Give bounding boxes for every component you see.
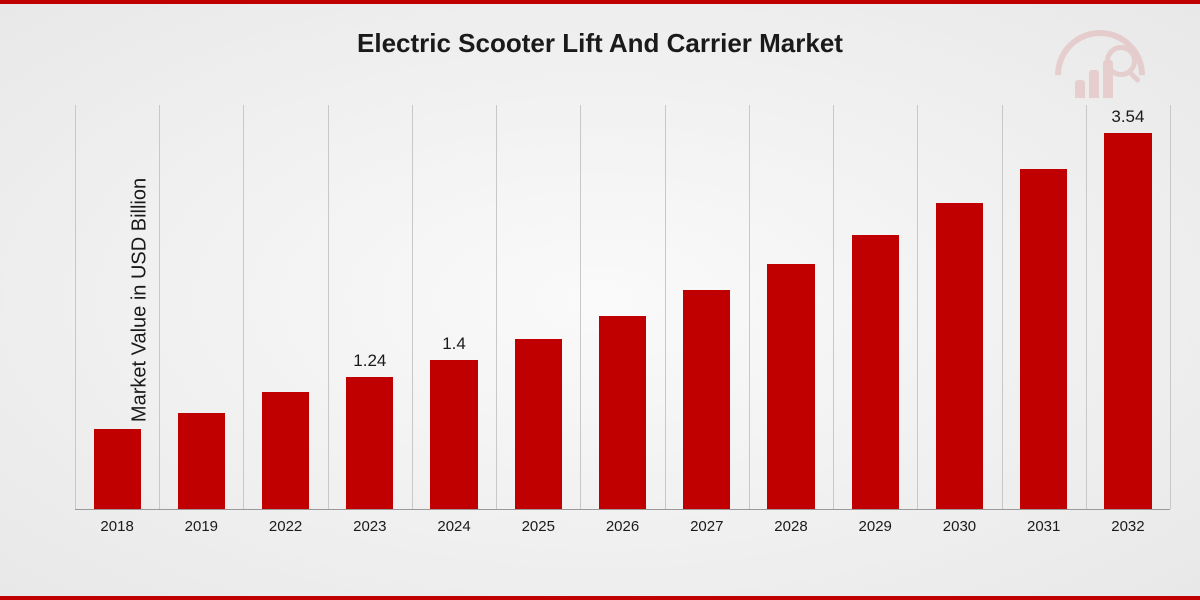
bar bbox=[767, 264, 814, 509]
top-accent-border bbox=[0, 0, 1200, 4]
bar-group: 1.4 bbox=[412, 105, 496, 509]
bar bbox=[1020, 169, 1067, 509]
bar bbox=[599, 316, 646, 509]
bar bbox=[94, 429, 141, 509]
x-axis-tick-label: 2024 bbox=[412, 510, 496, 540]
bar bbox=[262, 392, 309, 509]
bar-value-label: 1.4 bbox=[442, 334, 466, 354]
x-axis-tick-label: 2027 bbox=[665, 510, 749, 540]
bar-group bbox=[1002, 105, 1086, 509]
bar-group bbox=[159, 105, 243, 509]
bottom-accent-border bbox=[0, 596, 1200, 600]
bar bbox=[178, 413, 225, 509]
x-axis-tick-label: 2028 bbox=[749, 510, 833, 540]
x-axis-tick-label: 2030 bbox=[917, 510, 1001, 540]
bars-container: 1.24 1.4 3.54 bbox=[75, 105, 1170, 509]
x-axis-tick-label: 2029 bbox=[833, 510, 917, 540]
bar-group bbox=[75, 105, 159, 509]
bar-value-label: 3.54 bbox=[1111, 107, 1144, 127]
x-axis-tick-label: 2023 bbox=[328, 510, 412, 540]
bar: 1.4 bbox=[430, 360, 477, 509]
bar-group bbox=[665, 105, 749, 509]
x-axis-tick-label: 2031 bbox=[1002, 510, 1086, 540]
bar-group bbox=[833, 105, 917, 509]
bar-group bbox=[496, 105, 580, 509]
bar-group bbox=[580, 105, 664, 509]
bar-value-label: 1.24 bbox=[353, 351, 386, 371]
x-axis-tick-label: 2018 bbox=[75, 510, 159, 540]
bar-group: 1.24 bbox=[328, 105, 412, 509]
x-axis-tick-label: 2019 bbox=[159, 510, 243, 540]
gridline bbox=[1170, 105, 1171, 509]
bar-group: 3.54 bbox=[1086, 105, 1170, 509]
bar: 1.24 bbox=[346, 377, 393, 509]
bar bbox=[515, 339, 562, 509]
plot-area: 1.24 1.4 3.54 bbox=[75, 105, 1170, 510]
x-axis-tick-label: 2025 bbox=[496, 510, 580, 540]
bar bbox=[936, 203, 983, 509]
chart-title: Electric Scooter Lift And Carrier Market bbox=[0, 28, 1200, 59]
bar-group bbox=[749, 105, 833, 509]
bar-chart: 1.24 1.4 3.54 2018201920222023202420252026… bbox=[75, 105, 1170, 540]
x-axis-labels: 2018201920222023202420252026202720282029… bbox=[75, 510, 1170, 540]
x-axis-tick-label: 2026 bbox=[580, 510, 664, 540]
bar bbox=[852, 235, 899, 509]
bar bbox=[683, 290, 730, 509]
bar: 3.54 bbox=[1104, 133, 1151, 509]
bar-group bbox=[917, 105, 1001, 509]
x-axis-tick-label: 2022 bbox=[243, 510, 327, 540]
x-axis-tick-label: 2032 bbox=[1086, 510, 1170, 540]
bar-group bbox=[243, 105, 327, 509]
